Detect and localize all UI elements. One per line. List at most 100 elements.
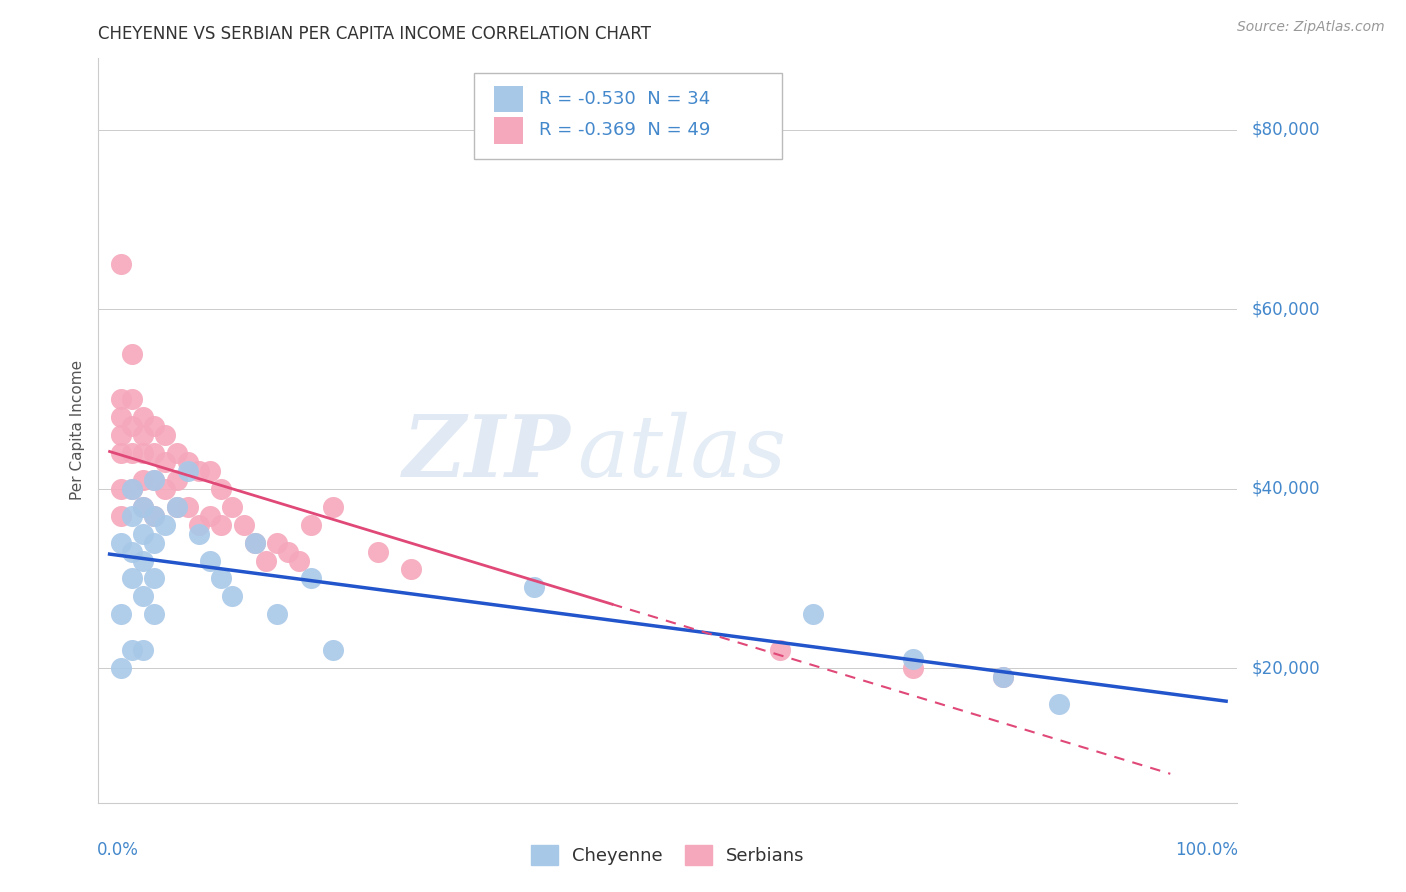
Text: $80,000: $80,000 bbox=[1251, 120, 1320, 139]
Point bbox=[132, 428, 155, 442]
Point bbox=[132, 590, 155, 604]
Point bbox=[277, 544, 299, 558]
Point bbox=[801, 607, 824, 622]
Point bbox=[132, 409, 155, 424]
Point bbox=[155, 455, 177, 469]
Point bbox=[198, 508, 221, 523]
Text: atlas: atlas bbox=[576, 411, 786, 494]
FancyBboxPatch shape bbox=[474, 73, 782, 159]
Point bbox=[121, 392, 143, 406]
Point bbox=[266, 535, 288, 549]
Y-axis label: Per Capita Income: Per Capita Income bbox=[70, 360, 86, 500]
Point bbox=[399, 562, 422, 576]
Point bbox=[166, 473, 188, 487]
Point bbox=[143, 473, 166, 487]
Point bbox=[132, 473, 155, 487]
Point bbox=[367, 544, 389, 558]
Point bbox=[187, 464, 209, 478]
Point bbox=[254, 553, 277, 567]
Point bbox=[121, 418, 143, 433]
Text: $40,000: $40,000 bbox=[1251, 480, 1320, 498]
Point bbox=[143, 571, 166, 585]
Point bbox=[221, 500, 243, 514]
Point bbox=[166, 500, 188, 514]
Point bbox=[110, 482, 132, 496]
Point bbox=[198, 553, 221, 567]
Text: 100.0%: 100.0% bbox=[1175, 841, 1239, 859]
Point bbox=[209, 482, 232, 496]
Point bbox=[155, 517, 177, 532]
FancyBboxPatch shape bbox=[494, 86, 523, 112]
Point bbox=[121, 508, 143, 523]
Point bbox=[209, 517, 232, 532]
Point bbox=[221, 590, 243, 604]
Point bbox=[132, 643, 155, 657]
Point bbox=[166, 500, 188, 514]
Point bbox=[903, 661, 925, 675]
Point bbox=[132, 553, 155, 567]
Point bbox=[322, 500, 344, 514]
Point bbox=[288, 553, 311, 567]
Point bbox=[121, 446, 143, 460]
Point bbox=[177, 455, 200, 469]
Point bbox=[143, 446, 166, 460]
Point bbox=[143, 508, 166, 523]
Point bbox=[209, 571, 232, 585]
Point bbox=[523, 581, 546, 595]
Point bbox=[121, 347, 143, 361]
Text: CHEYENNE VS SERBIAN PER CAPITA INCOME CORRELATION CHART: CHEYENNE VS SERBIAN PER CAPITA INCOME CO… bbox=[98, 25, 651, 43]
Point bbox=[768, 643, 790, 657]
Point bbox=[243, 535, 266, 549]
Point bbox=[132, 446, 155, 460]
Point bbox=[110, 446, 132, 460]
Point bbox=[132, 526, 155, 541]
Point bbox=[243, 535, 266, 549]
Point bbox=[143, 607, 166, 622]
Point bbox=[143, 473, 166, 487]
Point bbox=[299, 517, 322, 532]
Point bbox=[143, 535, 166, 549]
Point bbox=[121, 482, 143, 496]
Point bbox=[121, 643, 143, 657]
Legend: Cheyenne, Serbians: Cheyenne, Serbians bbox=[523, 838, 813, 872]
Point bbox=[991, 670, 1014, 684]
FancyBboxPatch shape bbox=[494, 117, 523, 144]
Point bbox=[110, 508, 132, 523]
Point bbox=[177, 464, 200, 478]
Point bbox=[266, 607, 288, 622]
Point bbox=[110, 607, 132, 622]
Point bbox=[187, 526, 209, 541]
Point bbox=[155, 428, 177, 442]
Point bbox=[155, 482, 177, 496]
Text: Source: ZipAtlas.com: Source: ZipAtlas.com bbox=[1237, 20, 1385, 34]
Point bbox=[187, 517, 209, 532]
Point bbox=[110, 409, 132, 424]
Point bbox=[110, 661, 132, 675]
Point bbox=[121, 571, 143, 585]
Point bbox=[110, 535, 132, 549]
Text: $20,000: $20,000 bbox=[1251, 659, 1320, 677]
Point bbox=[110, 257, 132, 271]
Point bbox=[322, 643, 344, 657]
Point bbox=[198, 464, 221, 478]
Text: R = -0.530  N = 34: R = -0.530 N = 34 bbox=[538, 90, 710, 108]
Point bbox=[166, 446, 188, 460]
Text: $60,000: $60,000 bbox=[1251, 301, 1320, 318]
Point bbox=[903, 652, 925, 666]
Text: ZIP: ZIP bbox=[404, 411, 571, 494]
Point bbox=[143, 418, 166, 433]
Point bbox=[110, 428, 132, 442]
Point bbox=[991, 670, 1014, 684]
Point bbox=[121, 482, 143, 496]
Point bbox=[1047, 697, 1070, 711]
Point bbox=[232, 517, 254, 532]
Point bbox=[121, 544, 143, 558]
Point bbox=[132, 500, 155, 514]
Point bbox=[143, 508, 166, 523]
Point bbox=[177, 500, 200, 514]
Point bbox=[132, 500, 155, 514]
Point bbox=[299, 571, 322, 585]
Text: 0.0%: 0.0% bbox=[97, 841, 139, 859]
Text: R = -0.369  N = 49: R = -0.369 N = 49 bbox=[538, 121, 710, 139]
Point bbox=[110, 392, 132, 406]
